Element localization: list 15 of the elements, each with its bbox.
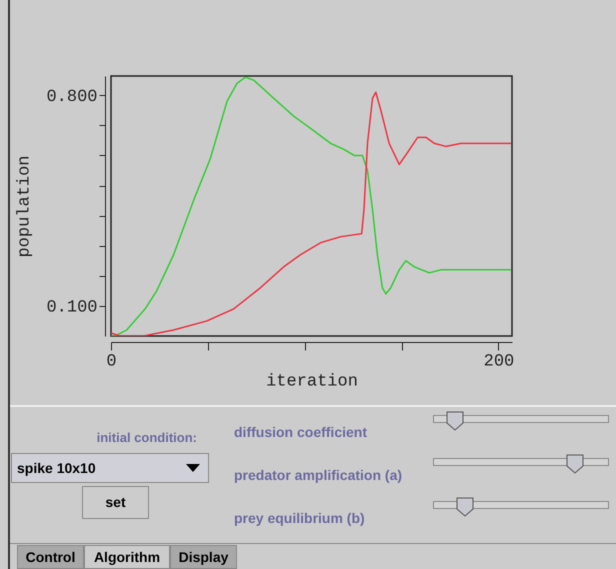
- dropdown: spike 10x10: [11, 453, 209, 483]
- y-tick-label: 0.800: [46, 88, 98, 107]
- text: prey equilibrium (b): [234, 510, 365, 526]
- x-tick-label: 200: [484, 352, 514, 372]
- text: initial condition:: [96, 430, 197, 445]
- text: predator amplification (a): [234, 467, 402, 483]
- x-axis-title: iteration: [266, 372, 358, 392]
- x-tick-label: 0: [106, 352, 117, 372]
- text: diffusion coefficient: [234, 424, 367, 440]
- y-tick-label: 0.100: [46, 298, 98, 318]
- y-axis-title: population: [15, 155, 34, 258]
- text: Display: [170, 545, 237, 569]
- text: Control: [17, 545, 84, 569]
- text: Algorithm: [84, 545, 170, 569]
- button: set: [82, 486, 149, 519]
